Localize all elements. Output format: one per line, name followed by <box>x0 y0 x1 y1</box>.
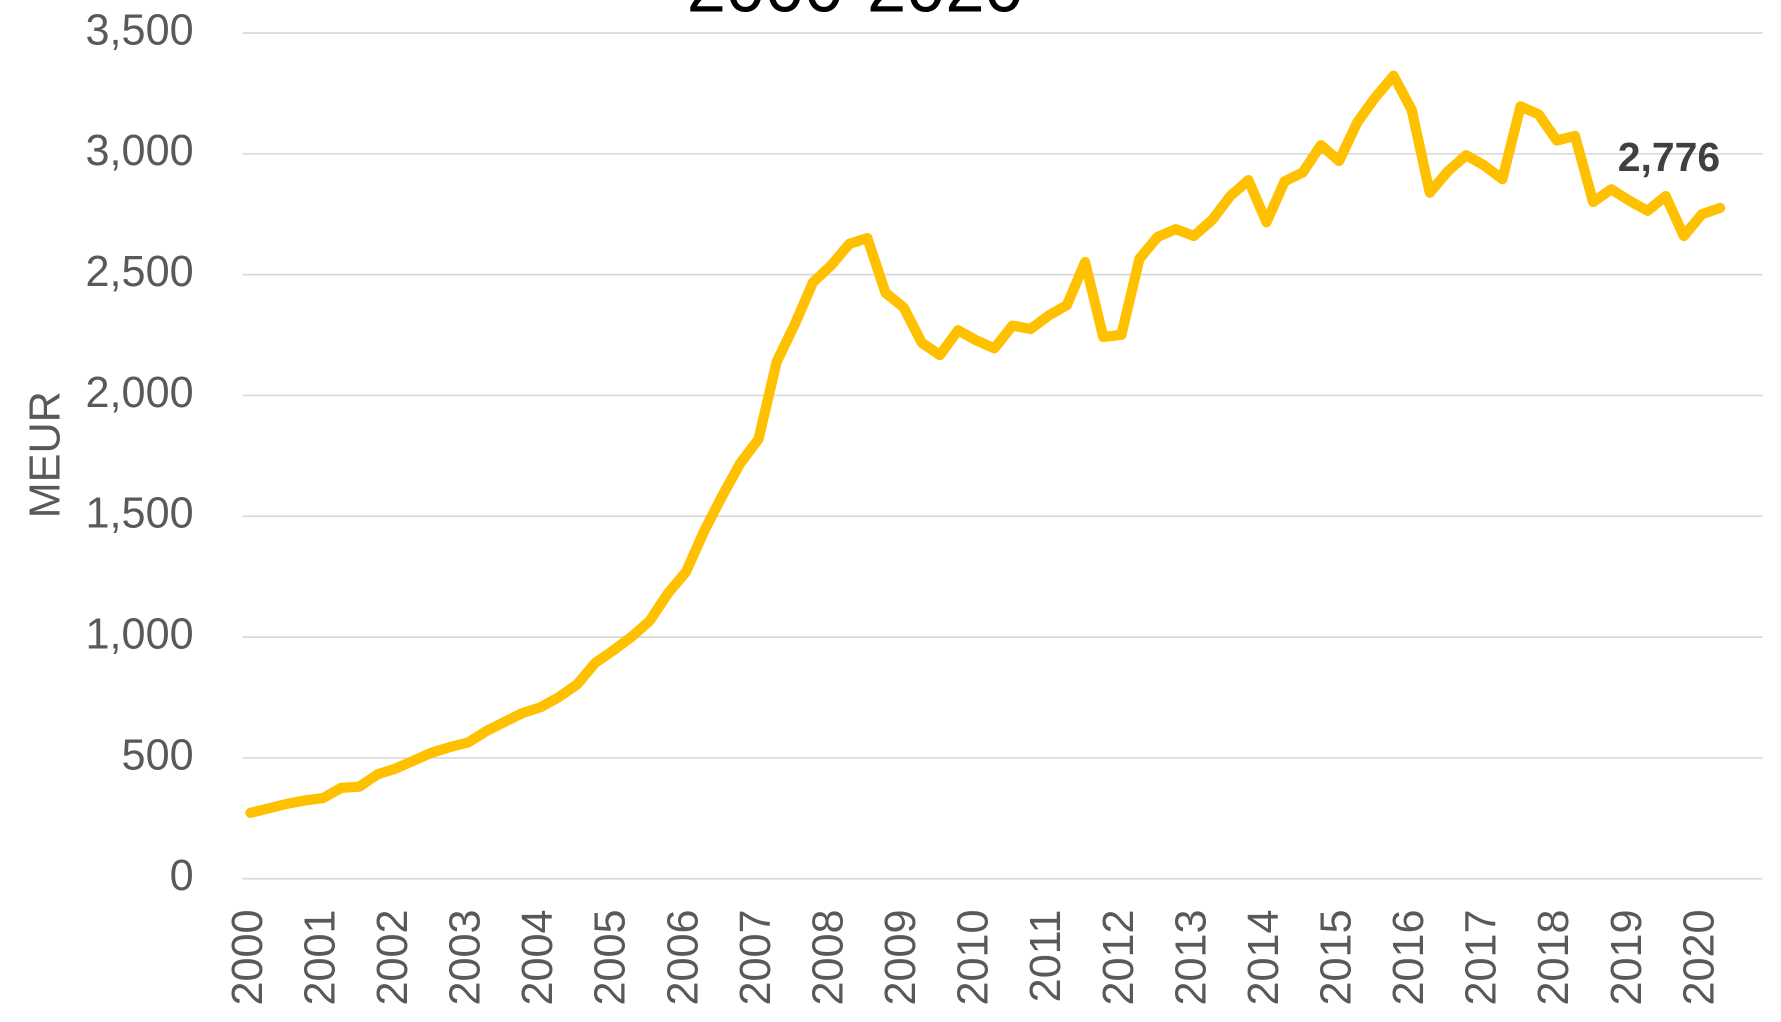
x-tick-label: 2000 <box>224 909 272 1005</box>
x-tick-label: 2012 <box>1095 909 1143 1005</box>
data-label: 2,776 <box>1618 134 1720 180</box>
x-tick-label: 2010 <box>950 909 998 1005</box>
x-tick-label: 2011 <box>1022 909 1070 1002</box>
y-tick-label: 1,500 <box>86 490 194 538</box>
x-tick-label: 2002 <box>369 909 417 1005</box>
x-tick-label: 2003 <box>442 909 490 1005</box>
x-tick-label: 2013 <box>1167 909 1215 1005</box>
x-tick-label: 2004 <box>514 909 562 1005</box>
y-tick-label: 2,500 <box>86 248 194 296</box>
x-tick-label: 2001 <box>296 909 344 1005</box>
y-tick-label: 2,000 <box>86 369 194 417</box>
y-tick-label: 3,500 <box>86 6 194 54</box>
x-tick-label: 2005 <box>587 909 635 1005</box>
x-tick-label: 2020 <box>1675 909 1723 1005</box>
x-tick-label: 2008 <box>804 909 852 1005</box>
y-axis-label: MEUR <box>22 391 70 518</box>
y-tick-label: 0 <box>170 852 194 900</box>
x-tick-label: 2018 <box>1530 909 1578 1005</box>
x-tick-label: 2019 <box>1603 909 1651 1005</box>
x-tick-label: 2014 <box>1240 909 1288 1005</box>
x-tick-label: 2006 <box>659 909 707 1005</box>
y-tick-label: 1,000 <box>86 611 194 659</box>
chart-title: 2000-2020 <box>687 0 1024 26</box>
y-tick-label: 500 <box>122 731 194 779</box>
y-tick-label: 3,000 <box>86 127 194 175</box>
x-tick-label: 2007 <box>732 909 780 1005</box>
x-tick-label: 2015 <box>1312 909 1360 1005</box>
x-tick-label: 2009 <box>877 909 925 1005</box>
x-tick-label: 2017 <box>1458 909 1506 1005</box>
x-tick-label: 2016 <box>1385 909 1433 1005</box>
line <box>245 70 1726 818</box>
